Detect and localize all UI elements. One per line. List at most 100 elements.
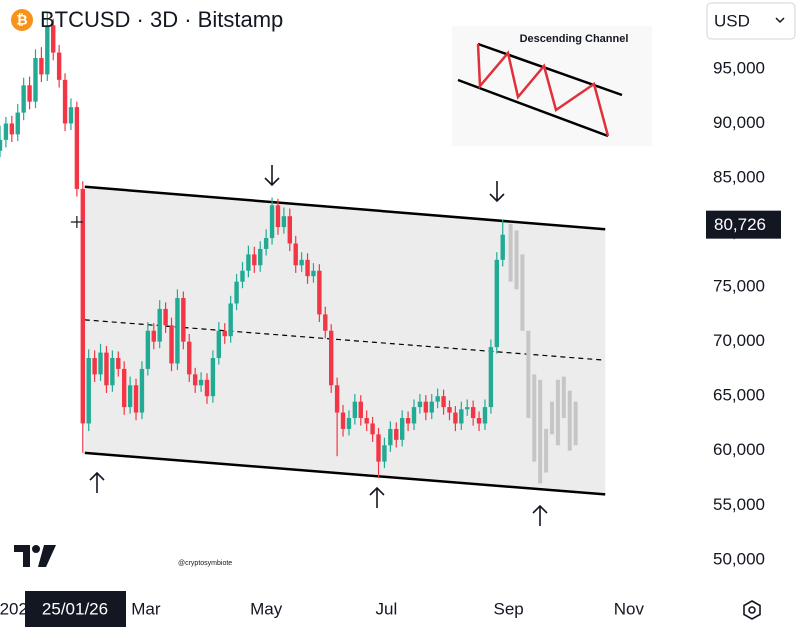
candle-body (423, 401, 429, 413)
candle-body (145, 330, 151, 369)
currency-button[interactable] (706, 2, 796, 40)
candle-body (222, 330, 227, 337)
last-price-box (706, 210, 781, 239)
candle-body (86, 358, 91, 424)
projection-bar (573, 401, 578, 446)
candle-body (33, 58, 38, 102)
y-tick-label: 65,000 (713, 386, 765, 405)
projection-bar (508, 223, 513, 282)
crosshair-date-box (25, 591, 126, 627)
y-tick-label: 95,000 (713, 58, 765, 77)
x-tick-label: Sep (494, 599, 524, 618)
channel-middle (84, 319, 606, 361)
candle-body (104, 352, 109, 386)
tradingview-logo (14, 545, 56, 567)
candle-body (441, 396, 446, 408)
candle-body (116, 358, 121, 369)
crosshair-marker (70, 216, 83, 228)
plot-area (0, 12, 606, 496)
candle-body (246, 254, 251, 271)
settings-icon-center[interactable] (748, 606, 756, 614)
candle-body (98, 352, 103, 375)
arrow-down (264, 165, 280, 187)
candle-body (92, 358, 97, 375)
arrow-up (532, 504, 548, 526)
projection-bar (538, 379, 543, 484)
candle-body (187, 341, 192, 375)
candle-body (175, 298, 180, 364)
candle-body (429, 401, 434, 413)
candle-body (411, 407, 417, 424)
candle-body (287, 216, 292, 244)
candle-body (376, 434, 381, 462)
x-tick-label: Jul (376, 599, 398, 618)
candle-body (258, 248, 263, 266)
projection-bar (544, 428, 549, 473)
candle-body (133, 385, 139, 413)
projection-bar (520, 254, 525, 331)
candle-body (394, 428, 399, 440)
watermark: @cryptosymbiote (178, 560, 232, 567)
candle-body (228, 303, 233, 337)
projection-bar (514, 230, 519, 290)
y-tick-label: 70,000 (713, 331, 765, 350)
crosshair-date-label: 25/01/26 (42, 599, 108, 618)
candle-body (470, 407, 476, 419)
y-tick-label: 50,000 (713, 549, 765, 568)
symbol-title: BTCUSD · 3D · Bitstamp (40, 7, 283, 32)
candle-body (3, 123, 9, 140)
candle-body (447, 407, 452, 413)
y-tick-label: 55,000 (713, 495, 765, 514)
candle-body (465, 407, 470, 410)
inset-title: Descending Channel (520, 33, 629, 45)
candle-body (329, 330, 334, 386)
currency-label[interactable]: USD (714, 11, 750, 30)
candle-body (157, 308, 162, 342)
candle-body (299, 259, 304, 266)
candle-body (311, 270, 316, 277)
candle-body (56, 52, 62, 80)
dropdown-caret[interactable] (775, 17, 785, 24)
inset-upper-line (477, 42, 623, 97)
candle-body (62, 79, 68, 124)
arrow-up (89, 471, 105, 493)
candle-body (417, 401, 423, 408)
candle-body (281, 216, 287, 228)
bitcoin-icon (11, 9, 33, 31)
candle-body (399, 418, 405, 440)
channel-upper (84, 185, 606, 231)
candle-body (151, 330, 156, 342)
candle-body (0, 139, 3, 151)
candle-body (127, 385, 133, 408)
settings-icon[interactable] (743, 600, 761, 620)
projection-bar (526, 330, 531, 419)
candle-body (15, 112, 20, 135)
x-tick-label: Mar (131, 599, 161, 618)
candle-body (80, 188, 85, 424)
candle-body (382, 445, 387, 462)
candle-body (9, 123, 15, 135)
y-tick-label: 75,000 (713, 277, 765, 296)
y-tick-label: 90,000 (713, 113, 765, 132)
inset-zigzag (476, 43, 610, 137)
candle-body (388, 428, 393, 446)
bitcoin-symbol: ₿ (16, 12, 27, 28)
candle-body (192, 374, 198, 386)
candle-body (68, 107, 74, 124)
x-tick-label: Nov (614, 599, 645, 618)
candle-body (453, 412, 458, 424)
candle-body (139, 368, 145, 413)
candle-body (234, 281, 239, 304)
channel-lower (84, 451, 606, 496)
y-tick-label: 60,000 (713, 440, 765, 459)
x-tick-label: May (250, 599, 283, 618)
candle-body (305, 259, 310, 277)
projection-bar (555, 379, 560, 446)
candle-body (74, 107, 80, 189)
candle-body (494, 259, 499, 348)
candle-body (482, 407, 488, 424)
inset-diagram: Descending Channel (452, 26, 652, 146)
candle-body (364, 418, 369, 424)
y-tick-label: 85,000 (713, 168, 765, 187)
